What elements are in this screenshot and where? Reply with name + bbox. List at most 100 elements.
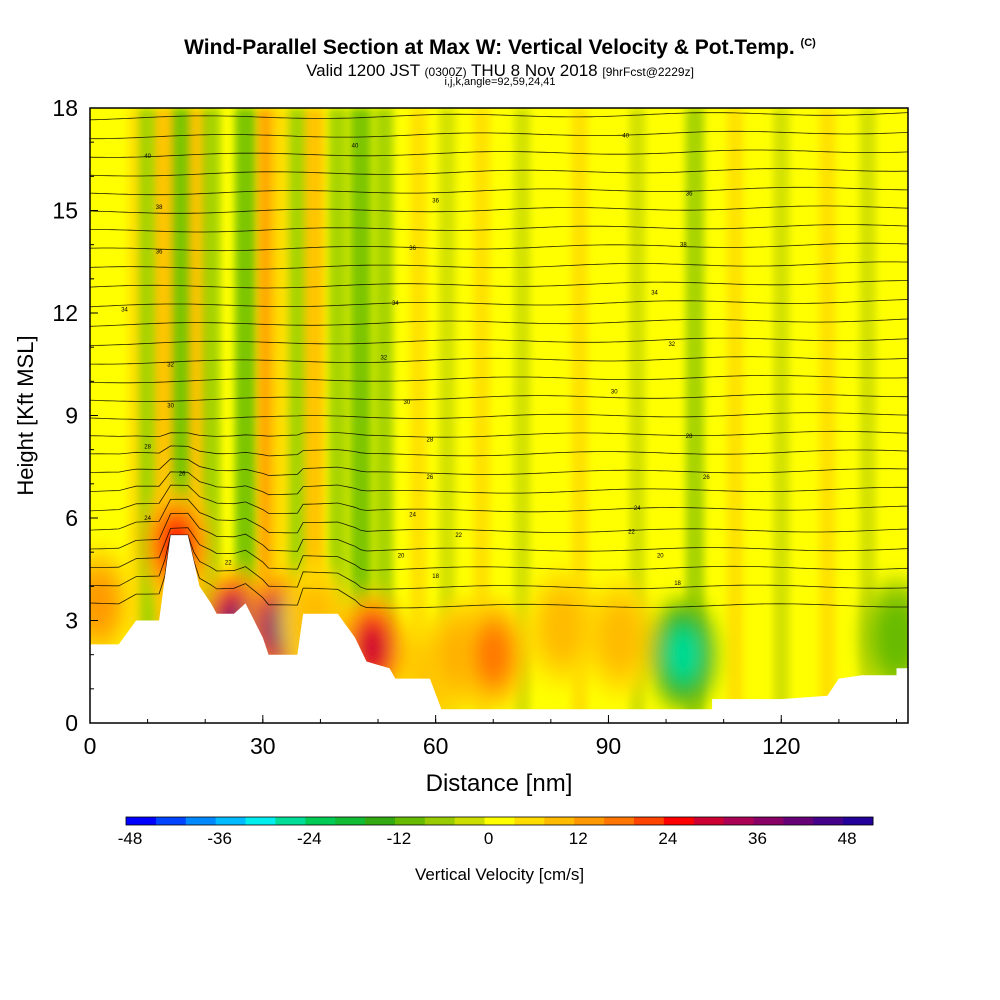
colorbar-swatch (185, 817, 217, 825)
isentrope-line (90, 393, 908, 402)
isentrope-label: 28 (686, 434, 693, 440)
velocity-cell (539, 589, 586, 666)
chart-title: Wind-Parallel Section at Max W: Vertical… (0, 36, 1000, 60)
colorbar-swatch (275, 817, 306, 825)
y-tick-label: 3 (65, 608, 78, 634)
streak (410, 108, 427, 723)
velocity-cell (596, 599, 643, 676)
colorbar-swatch (544, 817, 575, 825)
isentrope-label: 32 (167, 362, 174, 368)
isentrope-label: 36 (432, 198, 439, 204)
isentrope-label: 30 (403, 400, 410, 406)
isentrope-line (90, 205, 908, 214)
streak (773, 108, 790, 723)
isentrope-line (90, 412, 908, 421)
isentrope-line (90, 430, 908, 438)
isentrope-label: 38 (156, 205, 163, 211)
streak (374, 108, 394, 723)
isentrope-line (90, 471, 908, 496)
streak (819, 108, 836, 723)
colorbar-swatch (394, 817, 426, 825)
colorbar-swatch (574, 817, 605, 825)
isentrope-line (90, 168, 908, 177)
valid-date: THU 8 Nov 2018 (471, 61, 598, 80)
isentrope-line (90, 242, 908, 252)
y-tick-label: 18 (52, 95, 78, 121)
y-tick-label: 15 (52, 198, 78, 224)
colorbar-swatch (663, 817, 695, 825)
isentrope-line (90, 484, 908, 514)
x-tick-label: 0 (84, 733, 97, 759)
colorbar-label: Vertical Velocity [cm/s] (415, 865, 584, 884)
isentrope-label: 40 (622, 133, 629, 139)
colorbar-swatch (604, 817, 635, 825)
isentrope-label: 20 (398, 554, 405, 560)
isentrope-line (90, 375, 908, 384)
isentrope-lines (90, 112, 908, 609)
colorbar-swatch (126, 817, 157, 825)
streak (350, 108, 372, 723)
isentrope-line (90, 130, 908, 140)
colorbar-swatch (753, 817, 784, 825)
isentrope-line (90, 280, 908, 289)
isentrope-label: 28 (427, 437, 434, 443)
copyright-mark: (C) (800, 37, 816, 49)
colorbar-tick-label: 48 (838, 829, 857, 848)
forecast-tag: [9hrFcst@2229z] (602, 65, 694, 79)
colorbar-swatch (633, 817, 665, 825)
colorbar-tick-label: 0 (484, 829, 493, 848)
isentrope-label: 24 (634, 506, 641, 512)
colorbar-swatch (693, 817, 725, 825)
isentrope-label: 36 (156, 250, 163, 256)
x-tick-label: 30 (250, 733, 276, 759)
colorbar-tick-label: 24 (658, 829, 677, 848)
isentrope-line (90, 149, 908, 158)
colorbar: -48 -36 -24 -12 0 12 24 36 48 Vertical Velocity [… (118, 816, 874, 884)
isentrope-label: 22 (225, 560, 232, 566)
x-axis-label: Distance [nm] (426, 770, 573, 797)
valid-prefix: Valid 1200 JST (306, 61, 420, 80)
ijk-label: i,j,k,angle=92,59,24,41 (444, 76, 556, 88)
isentrope-label: 34 (121, 308, 128, 314)
isentrope-label: 24 (409, 513, 416, 519)
isentrope-label: 18 (674, 581, 681, 587)
isentrope-labels: 40 40 40 38 36 36 36 36 38 34 34 34 32 32 32 30 30 30 28 28… (121, 133, 710, 587)
colorbar-swatch (155, 817, 187, 825)
x-tick-label: 90 (596, 733, 622, 759)
isentrope-line (90, 527, 908, 571)
isentrope-line (90, 112, 908, 121)
streak (513, 108, 531, 723)
isentrope-label: 22 (455, 533, 462, 539)
valid-utc: (0300Z) (424, 65, 467, 79)
isentrope-label: 38 (680, 243, 687, 249)
isentrope-line (90, 186, 908, 196)
colorbar-swatch (843, 817, 874, 825)
isentrope-line (90, 498, 908, 534)
isentrope-label: 40 (352, 144, 359, 150)
isentrope-line (90, 224, 908, 233)
velocity-cell (475, 626, 511, 683)
isentrope-label: 36 (409, 246, 416, 252)
isentrope-line (90, 512, 908, 552)
isentrope-label: 26 (703, 475, 710, 481)
isentrope-label: 40 (144, 154, 151, 160)
x-tick-label: 120 (762, 733, 800, 759)
colorbar-swatch (454, 817, 486, 825)
y-tick-label: 12 (52, 300, 78, 326)
isentrope-line (90, 318, 908, 327)
terrain-mask (90, 535, 908, 723)
colorbar-swatch (335, 817, 366, 825)
chart-subtitle: Valid 1200 JST (0300Z) THU 8 Nov 2018 [9… (0, 61, 1000, 81)
streak (328, 108, 348, 723)
isentrope-line (90, 356, 908, 365)
colorbar-swatch (514, 817, 545, 825)
y-axis-label: Height [Kft MSL] (13, 335, 38, 495)
velocity-cell (667, 630, 700, 680)
colorbar-tick-label: -48 (118, 829, 143, 848)
x-tick-label: 60 (423, 733, 449, 759)
isentrope-label: 32 (380, 355, 387, 361)
isentrope-label: 30 (611, 390, 618, 396)
colorbar-tick-label: 36 (748, 829, 767, 848)
isentrope-label: 36 (686, 191, 693, 197)
